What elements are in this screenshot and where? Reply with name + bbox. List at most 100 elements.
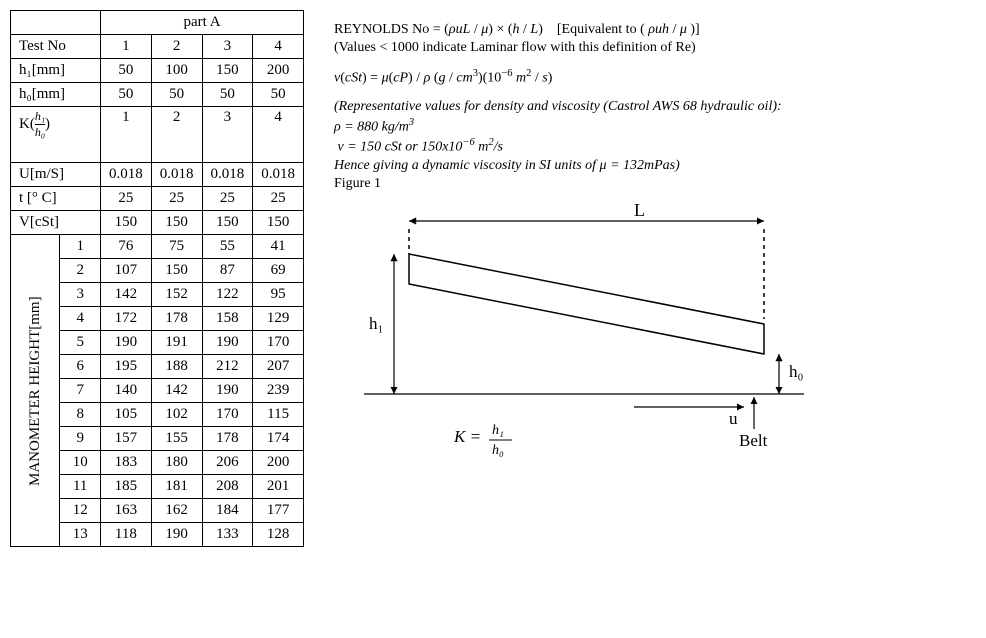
mano-cell: 172 — [101, 307, 152, 331]
t-2: 25 — [151, 187, 202, 211]
h0-3: 50 — [202, 83, 253, 107]
mano-cell: 207 — [253, 355, 304, 379]
mano-idx: 11 — [60, 475, 101, 499]
data-table: part A Test No 1 2 3 4 h₁[mm] 50 100 150… — [10, 10, 304, 547]
mano-cell: 75 — [151, 235, 202, 259]
K-1: 1 — [101, 107, 152, 163]
testno-4: 4 — [253, 35, 304, 59]
V-4: 150 — [253, 211, 304, 235]
mano-idx: 8 — [60, 403, 101, 427]
mano-cell: 206 — [202, 451, 253, 475]
mano-cell: 190 — [202, 379, 253, 403]
text-and-figure: REYNOLDS No = (ρuL / μ) × (h / L) [Equiv… — [334, 10, 976, 547]
mano-cell: 140 — [101, 379, 152, 403]
mano-idx: 12 — [60, 499, 101, 523]
label-L: L — [634, 200, 645, 220]
mano-cell: 76 — [101, 235, 152, 259]
h1-1: 50 — [101, 59, 152, 83]
mano-idx: 5 — [60, 331, 101, 355]
mano-cell: 133 — [202, 523, 253, 547]
figure-caption: Figure 1 — [334, 176, 976, 192]
V-1: 150 — [101, 211, 152, 235]
rep-values: (Representative values for density and v… — [334, 99, 976, 115]
mano-cell: 118 — [101, 523, 152, 547]
mano-idx: 13 — [60, 523, 101, 547]
U-3: 0.018 — [202, 163, 253, 187]
mano-idx: 9 — [60, 427, 101, 451]
mano-idx: 6 — [60, 355, 101, 379]
mano-cell: 69 — [253, 259, 304, 283]
testno-3: 3 — [202, 35, 253, 59]
testno-2: 2 — [151, 35, 202, 59]
laminar-note: (Values < 1000 indicate Laminar flow wit… — [334, 40, 976, 56]
h0-4: 50 — [253, 83, 304, 107]
mano-cell: 163 — [101, 499, 152, 523]
U-4: 0.018 — [253, 163, 304, 187]
mano-cell: 174 — [253, 427, 304, 451]
data-table-container: part A Test No 1 2 3 4 h₁[mm] 50 100 150… — [10, 10, 304, 547]
mano-cell: 55 — [202, 235, 253, 259]
rho-value: ρ = 880 kg/m3 — [334, 117, 976, 136]
mano-cell: 184 — [202, 499, 253, 523]
mano-cell: 178 — [202, 427, 253, 451]
reynolds-eqn: REYNOLDS No = (ρuL / μ) × (h / L) [Equiv… — [334, 22, 976, 38]
svg-text:h₀: h₀ — [492, 443, 504, 458]
mano-cell: 142 — [151, 379, 202, 403]
mano-idx: 10 — [60, 451, 101, 475]
mu-value: Hence giving a dynamic viscosity in SI u… — [334, 158, 976, 174]
mano-cell: 105 — [101, 403, 152, 427]
row-h1: h₁[mm] — [11, 59, 101, 83]
nu-value: ν = 150 cSt or 150x10−6 m2/s — [334, 137, 976, 156]
V-3: 150 — [202, 211, 253, 235]
mano-cell: 150 — [151, 259, 202, 283]
h0-2: 50 — [151, 83, 202, 107]
t-1: 25 — [101, 187, 152, 211]
mano-cell: 188 — [151, 355, 202, 379]
label-belt: Belt — [739, 431, 768, 450]
mano-cell: 190 — [101, 331, 152, 355]
h1-3: 150 — [202, 59, 253, 83]
mano-idx: 3 — [60, 283, 101, 307]
mano-cell: 170 — [202, 403, 253, 427]
K-3: 3 — [202, 107, 253, 163]
mano-idx: 1 — [60, 235, 101, 259]
mano-cell: 122 — [202, 283, 253, 307]
mano-cell: 41 — [253, 235, 304, 259]
h0-1: 50 — [101, 83, 152, 107]
mano-cell: 201 — [253, 475, 304, 499]
mano-cell: 170 — [253, 331, 304, 355]
mano-cell: 155 — [151, 427, 202, 451]
testno-1: 1 — [101, 35, 152, 59]
mano-cell: 87 — [202, 259, 253, 283]
row-V: V[cSt] — [11, 211, 101, 235]
row-h0: h₀[mm] — [11, 83, 101, 107]
label-h0: h₀ — [789, 362, 804, 381]
mano-header: MANOMETER HEIGHT[mm] — [11, 235, 60, 547]
slider-bearing-diagram: L h₁ h₀ u Belt K = h₁ h₀ — [334, 194, 814, 474]
mano-cell: 212 — [202, 355, 253, 379]
K-4: 4 — [253, 107, 304, 163]
mano-cell: 181 — [151, 475, 202, 499]
mano-cell: 200 — [253, 451, 304, 475]
mano-cell: 107 — [101, 259, 152, 283]
U-1: 0.018 — [101, 163, 152, 187]
label-u: u — [729, 409, 738, 428]
mano-cell: 177 — [253, 499, 304, 523]
K-eq-left: K = — [453, 427, 481, 446]
mano-cell: 142 — [101, 283, 152, 307]
svg-text:h₁: h₁ — [492, 423, 504, 438]
mano-idx: 2 — [60, 259, 101, 283]
mano-idx: 7 — [60, 379, 101, 403]
h1-2: 100 — [151, 59, 202, 83]
row-K: K(h₁h₀) — [11, 107, 101, 163]
mano-cell: 239 — [253, 379, 304, 403]
row-t: t [° C] — [11, 187, 101, 211]
mano-cell: 162 — [151, 499, 202, 523]
mano-idx: 4 — [60, 307, 101, 331]
mano-cell: 95 — [253, 283, 304, 307]
mano-cell: 195 — [101, 355, 152, 379]
V-2: 150 — [151, 211, 202, 235]
K-2: 2 — [151, 107, 202, 163]
t-4: 25 — [253, 187, 304, 211]
mano-cell: 128 — [253, 523, 304, 547]
